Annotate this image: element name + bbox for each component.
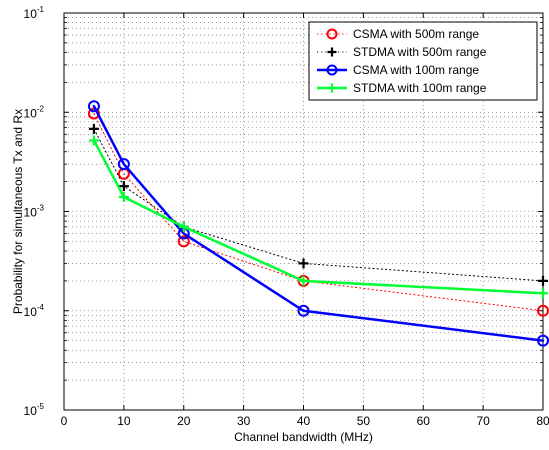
data-point-circle <box>117 158 130 171</box>
data-point-plus <box>538 275 548 286</box>
legend-entry: STDMA with 500m range <box>317 45 487 59</box>
x-tick-label: 80 <box>536 414 549 428</box>
data-point-circle <box>326 64 338 76</box>
series-group <box>87 100 549 347</box>
data-point-plus <box>88 135 99 146</box>
y-tick-exponent: -4 <box>37 303 45 312</box>
y-tick-label: 10-4 <box>24 303 45 319</box>
legend-label: CSMA with 100m range <box>353 63 479 77</box>
legend-label: STDMA with 100m range <box>353 81 487 95</box>
y-tick-label: 10-5 <box>24 402 45 418</box>
y-tick-exponent: -3 <box>37 204 45 213</box>
legend-entry: CSMA with 500m range <box>317 27 479 41</box>
series-line <box>93 128 544 282</box>
x-tick-label: 70 <box>476 414 490 428</box>
series-line <box>92 104 545 342</box>
legend-label: STDMA with 500m range <box>353 45 487 59</box>
y-tick-exponent: -5 <box>37 402 45 411</box>
axis-ticks: 0 10 20 30 40 50 60 70 80 10-5 10-4 10-3 10-2 10-1 <box>24 5 549 428</box>
y-tick-label: 10-3 <box>24 204 45 220</box>
data-point-circle <box>87 100 100 113</box>
x-tick-label: 50 <box>357 414 371 428</box>
y-axis-label: Probability for simultaneous Tx and Rx <box>11 109 25 314</box>
data-point-plus <box>298 275 309 286</box>
x-tick-label: 60 <box>417 414 431 428</box>
data-point-circle <box>537 334 549 347</box>
data-point-plus <box>538 288 548 299</box>
x-tick-label: 40 <box>297 414 311 428</box>
x-axis-label: Channel bandwidth (MHz) <box>234 430 373 444</box>
x-tick-label: 10 <box>117 414 131 428</box>
legend-label: CSMA with 500m range <box>353 27 479 41</box>
data-point-circle <box>326 28 338 40</box>
data-point-plus <box>327 83 337 93</box>
data-point-plus <box>88 123 99 134</box>
y-tick-exponent: -2 <box>37 104 45 113</box>
series-1 <box>87 107 549 317</box>
data-point-circle <box>297 304 310 317</box>
series-line <box>92 139 545 295</box>
x-tick-label: 20 <box>177 414 191 428</box>
y-tick-label: 10-2 <box>24 104 45 120</box>
series-4 <box>88 135 548 299</box>
data-point-plus <box>327 47 337 57</box>
x-tick-label: 0 <box>61 414 68 428</box>
legend: CSMA with 500m range STDMA with 500m rang… <box>308 21 538 101</box>
legend-entry: CSMA with 100m range <box>317 63 479 77</box>
data-point-plus <box>118 181 129 192</box>
x-tick-label: 30 <box>237 414 251 428</box>
data-point-circle <box>177 235 190 248</box>
data-point-plus <box>298 258 309 269</box>
data-point-circle <box>537 304 549 317</box>
legend-entry: STDMA with 100m range <box>317 81 487 95</box>
y-tick-exponent: -1 <box>37 5 45 14</box>
data-point-plus <box>178 221 189 232</box>
y-tick-label: 10-1 <box>24 5 45 21</box>
data-point-plus <box>118 191 129 202</box>
series-3 <box>87 100 549 347</box>
